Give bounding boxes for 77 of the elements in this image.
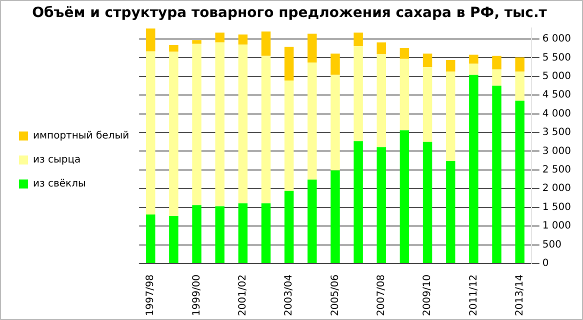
bar xyxy=(492,86,502,263)
x-tick-label: 1997/98 xyxy=(145,274,156,316)
x-tick-label: 2001/02 xyxy=(238,274,249,316)
y-tick-label: 6 000 xyxy=(542,34,572,45)
bar xyxy=(261,32,271,56)
bar xyxy=(238,34,248,45)
bar xyxy=(492,69,502,86)
y-tick-label: 4 000 xyxy=(542,108,572,120)
bar xyxy=(492,56,502,70)
y-tick-label: 2 500 xyxy=(542,164,572,176)
bar xyxy=(354,46,363,142)
x-tick-label: 1999/00 xyxy=(191,274,202,316)
bar xyxy=(192,44,202,206)
bar xyxy=(400,58,410,130)
y-tick-label: 500 xyxy=(542,239,562,250)
chart-title: Объём и структура товарного предложения сахара в РФ, тыс.т xyxy=(32,5,548,22)
bar xyxy=(215,206,224,263)
y-tick-label: 2 000 xyxy=(542,183,572,194)
bar xyxy=(261,203,271,263)
bar xyxy=(169,216,178,263)
x-tick-label: 2007/08 xyxy=(376,274,387,316)
bar xyxy=(330,54,340,75)
bar xyxy=(169,45,178,52)
bar xyxy=(446,60,456,72)
bar xyxy=(446,72,456,161)
bar xyxy=(376,54,386,148)
legend-label: из свёклы xyxy=(33,178,86,190)
bar xyxy=(376,147,386,263)
bar xyxy=(238,203,248,263)
bar xyxy=(215,42,224,206)
bar xyxy=(400,48,410,59)
y-tick-label: 4 500 xyxy=(542,90,572,101)
bar xyxy=(469,64,478,75)
bar xyxy=(376,42,386,54)
bar xyxy=(422,67,432,142)
y-tick-label: 0 xyxy=(542,258,549,270)
bar xyxy=(261,56,271,204)
bar xyxy=(284,190,294,263)
bar xyxy=(169,52,178,216)
bar xyxy=(422,54,432,68)
bar xyxy=(284,46,294,81)
bar xyxy=(330,170,340,263)
bar xyxy=(354,141,363,263)
x-tick-label: 2009/10 xyxy=(422,274,434,316)
bar xyxy=(192,205,202,263)
bar xyxy=(308,34,317,63)
x-tick-label: 2003/04 xyxy=(284,274,295,316)
bar xyxy=(284,80,294,191)
bar xyxy=(446,160,456,263)
bar xyxy=(354,32,363,46)
bar xyxy=(422,142,432,263)
bar xyxy=(308,180,317,263)
bar xyxy=(515,72,524,101)
bar xyxy=(146,28,156,52)
y-tick-label: 5 500 xyxy=(542,52,572,64)
bar xyxy=(400,130,410,263)
y-tick-label: 5 000 xyxy=(542,71,572,82)
bar xyxy=(515,57,524,72)
bar xyxy=(469,74,478,263)
bar xyxy=(515,100,524,263)
bar xyxy=(192,40,202,44)
bar xyxy=(215,32,224,42)
legend-label: из сырца xyxy=(33,154,81,166)
bar xyxy=(146,51,156,214)
y-tick-label: 3 500 xyxy=(542,127,572,138)
legend-label: импортный белый xyxy=(33,130,130,142)
y-tick-label: 3 000 xyxy=(542,146,572,157)
y-tick-label: 1 500 xyxy=(542,202,572,213)
bar xyxy=(330,74,340,170)
x-tick-label: 2011/12 xyxy=(468,274,480,316)
bar xyxy=(308,62,317,180)
bar xyxy=(238,44,248,204)
bar xyxy=(146,214,156,263)
y-tick-label: 1 000 xyxy=(542,220,572,232)
bar xyxy=(469,54,478,64)
x-tick-label: 2013/14 xyxy=(514,274,526,316)
x-tick-label: 2005/06 xyxy=(330,274,341,316)
